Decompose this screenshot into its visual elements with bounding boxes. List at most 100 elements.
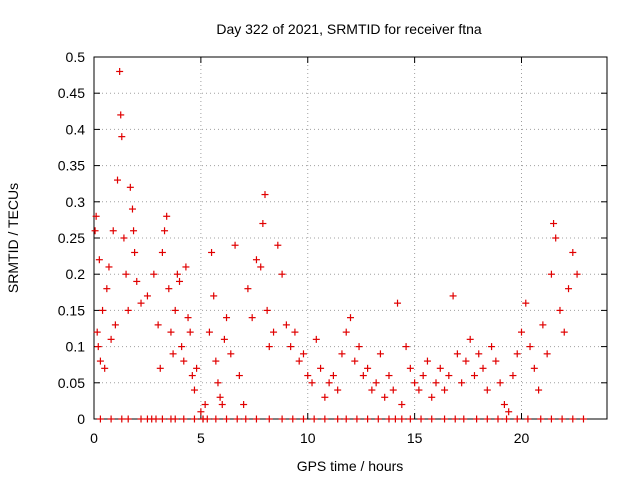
data-point — [107, 335, 115, 343]
data-point — [364, 415, 372, 423]
data-point — [310, 415, 318, 423]
data-point — [152, 415, 160, 423]
data-point — [263, 306, 271, 314]
data-point — [261, 191, 269, 199]
x-tick-label: 5 — [197, 430, 205, 446]
data-point — [552, 234, 560, 242]
data-point — [220, 335, 228, 343]
data-point — [441, 386, 449, 394]
data-point — [116, 67, 124, 75]
data-point — [518, 328, 525, 336]
data-point — [385, 372, 393, 380]
data-point — [547, 270, 555, 278]
data-point — [118, 415, 126, 423]
data-point — [473, 415, 481, 423]
data-point — [165, 285, 173, 293]
data-point — [274, 241, 282, 249]
data-point — [278, 270, 286, 278]
data-point — [530, 364, 538, 372]
data-point — [101, 364, 109, 372]
data-point — [265, 343, 273, 351]
data-point — [479, 364, 487, 372]
data-point — [257, 263, 265, 271]
data-point — [114, 176, 122, 184]
data-point — [488, 343, 496, 351]
data-point — [347, 314, 354, 322]
data-point — [107, 415, 115, 423]
chart-title: Day 322 of 2021, SRMTID for receiver ftn… — [216, 21, 482, 37]
data-point — [513, 415, 521, 423]
data-point — [334, 415, 342, 423]
data-point — [535, 386, 543, 394]
data-point — [308, 379, 316, 387]
y-axis-label: SRMTID / TECUs — [5, 183, 21, 293]
data-point — [391, 415, 399, 423]
x-tick-label: 20 — [514, 430, 530, 446]
data-point — [569, 248, 577, 256]
data-point — [436, 364, 444, 372]
data-point — [133, 277, 141, 285]
y-tick-label: 0.45 — [58, 85, 85, 101]
data-point — [406, 364, 414, 372]
data-point — [385, 415, 393, 423]
y-tick-label: 0.1 — [66, 339, 86, 355]
data-point — [233, 415, 241, 423]
data-point — [415, 386, 423, 394]
data-point — [171, 415, 179, 423]
data-point — [460, 415, 468, 423]
data-point — [505, 408, 513, 416]
data-point — [321, 393, 329, 401]
data-point — [364, 364, 372, 372]
data-point — [223, 415, 231, 423]
data-point — [96, 357, 104, 365]
data-point — [248, 314, 256, 322]
y-tick-label: 0.2 — [66, 266, 86, 282]
data-points — [91, 67, 587, 423]
data-point — [402, 343, 410, 351]
data-point — [299, 350, 307, 358]
data-point — [223, 314, 231, 322]
data-point — [190, 415, 198, 423]
data-point — [304, 372, 312, 380]
data-point — [178, 343, 186, 351]
data-point — [122, 270, 130, 278]
data-point — [423, 357, 431, 365]
data-point — [105, 263, 113, 271]
y-axis: 0 0.05 0.1 0.15 0.2 0.25 0.3 0.35 0.4 0.45 0.5 — [58, 49, 607, 427]
y-tick-label: 0.5 — [66, 49, 86, 65]
data-point — [492, 357, 500, 365]
data-point — [118, 133, 126, 141]
data-point — [259, 220, 267, 228]
data-point — [451, 415, 459, 423]
data-point — [299, 415, 307, 423]
data-point — [278, 415, 286, 423]
data-point — [99, 306, 107, 314]
data-point — [289, 415, 297, 423]
data-point — [130, 227, 138, 235]
data-point — [353, 415, 361, 423]
data-point — [96, 415, 104, 423]
data-point — [137, 415, 145, 423]
y-tick-label: 0.3 — [66, 194, 86, 210]
data-point — [432, 379, 440, 387]
data-point — [188, 372, 196, 380]
data-point — [210, 292, 218, 300]
data-point — [92, 212, 100, 220]
data-point — [342, 328, 350, 336]
data-point — [111, 321, 119, 329]
data-point — [560, 328, 568, 336]
data-point — [252, 256, 260, 264]
data-point — [483, 415, 491, 423]
y-tick-label: 0 — [77, 411, 85, 427]
data-point — [235, 372, 243, 380]
data-point — [428, 415, 436, 423]
data-point — [325, 379, 333, 387]
x-axis: 0 5 10 15 20 — [90, 57, 529, 446]
data-point — [475, 350, 483, 358]
data-point — [509, 372, 517, 380]
data-point — [524, 415, 532, 423]
data-point — [372, 379, 380, 387]
data-point — [94, 343, 102, 351]
data-point — [143, 292, 151, 300]
data-point — [169, 350, 177, 358]
